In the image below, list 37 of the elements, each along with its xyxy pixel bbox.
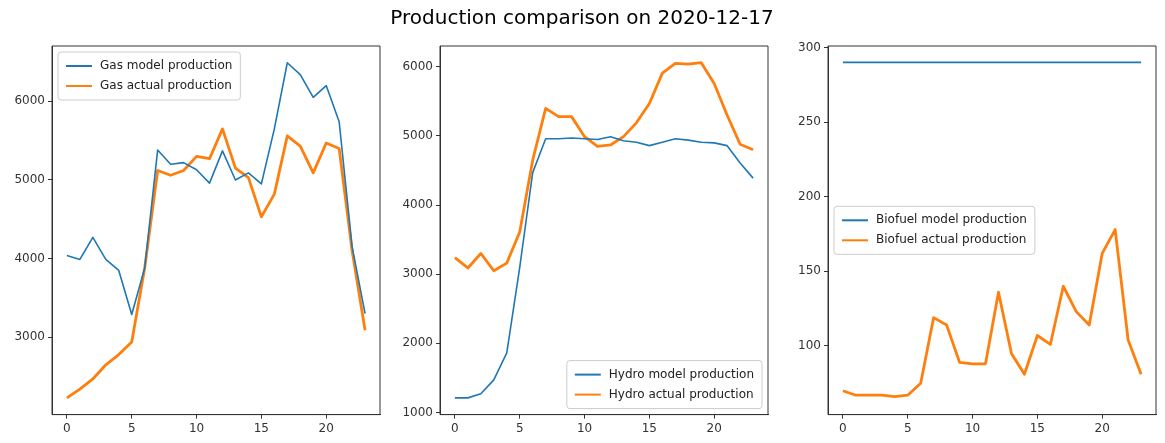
y-tick-label: 3000: [402, 266, 433, 281]
y-tick-label: 3000: [14, 329, 45, 344]
legend-label: Hydro model production: [608, 366, 754, 381]
x-tick-label: 10: [576, 420, 593, 435]
y-tick-label: 6000: [14, 93, 45, 108]
y-tick-label: 300: [798, 39, 821, 54]
y-tick-label: 100: [798, 338, 821, 353]
y-tick-label: 2000: [402, 335, 433, 350]
x-tick-label: 15: [253, 420, 270, 435]
x-tick-label: 15: [641, 420, 658, 435]
x-tick-label: 5: [903, 420, 912, 435]
chart-title: Production comparison on 2020-12-17: [389, 4, 775, 31]
legend-label: Hydro actual production: [608, 386, 754, 401]
x-tick-label: 0: [839, 420, 847, 435]
x-tick-label: 10: [188, 420, 205, 435]
x-tick-label: 0: [451, 420, 459, 435]
y-tick-label: 150: [798, 263, 821, 278]
legend-label: Biofuel model production: [876, 212, 1027, 227]
x-tick-label: 20: [1094, 420, 1110, 435]
y-tick-label: 200: [798, 188, 821, 203]
y-tick-label: 4000: [14, 250, 45, 265]
y-tick-label: 5000: [402, 128, 433, 143]
y-tick-label: 1000: [402, 404, 433, 419]
x-tick-label: 5: [515, 420, 524, 435]
x-tick-label: 15: [1029, 420, 1046, 435]
y-tick-label: 4000: [402, 197, 433, 212]
legend-label: Gas model production: [100, 58, 233, 73]
y-tick-label: 5000: [14, 172, 45, 187]
legend-label: Biofuel actual production: [876, 232, 1027, 247]
legend-label: Gas actual production: [100, 78, 232, 93]
x-tick-label: 5: [127, 420, 136, 435]
x-tick-label: 20: [706, 420, 722, 435]
x-tick-label: 20: [318, 420, 334, 435]
x-tick-label: 0: [63, 420, 71, 435]
y-tick-label: 250: [798, 114, 821, 129]
x-tick-label: 10: [964, 420, 981, 435]
y-tick-label: 6000: [402, 58, 433, 73]
